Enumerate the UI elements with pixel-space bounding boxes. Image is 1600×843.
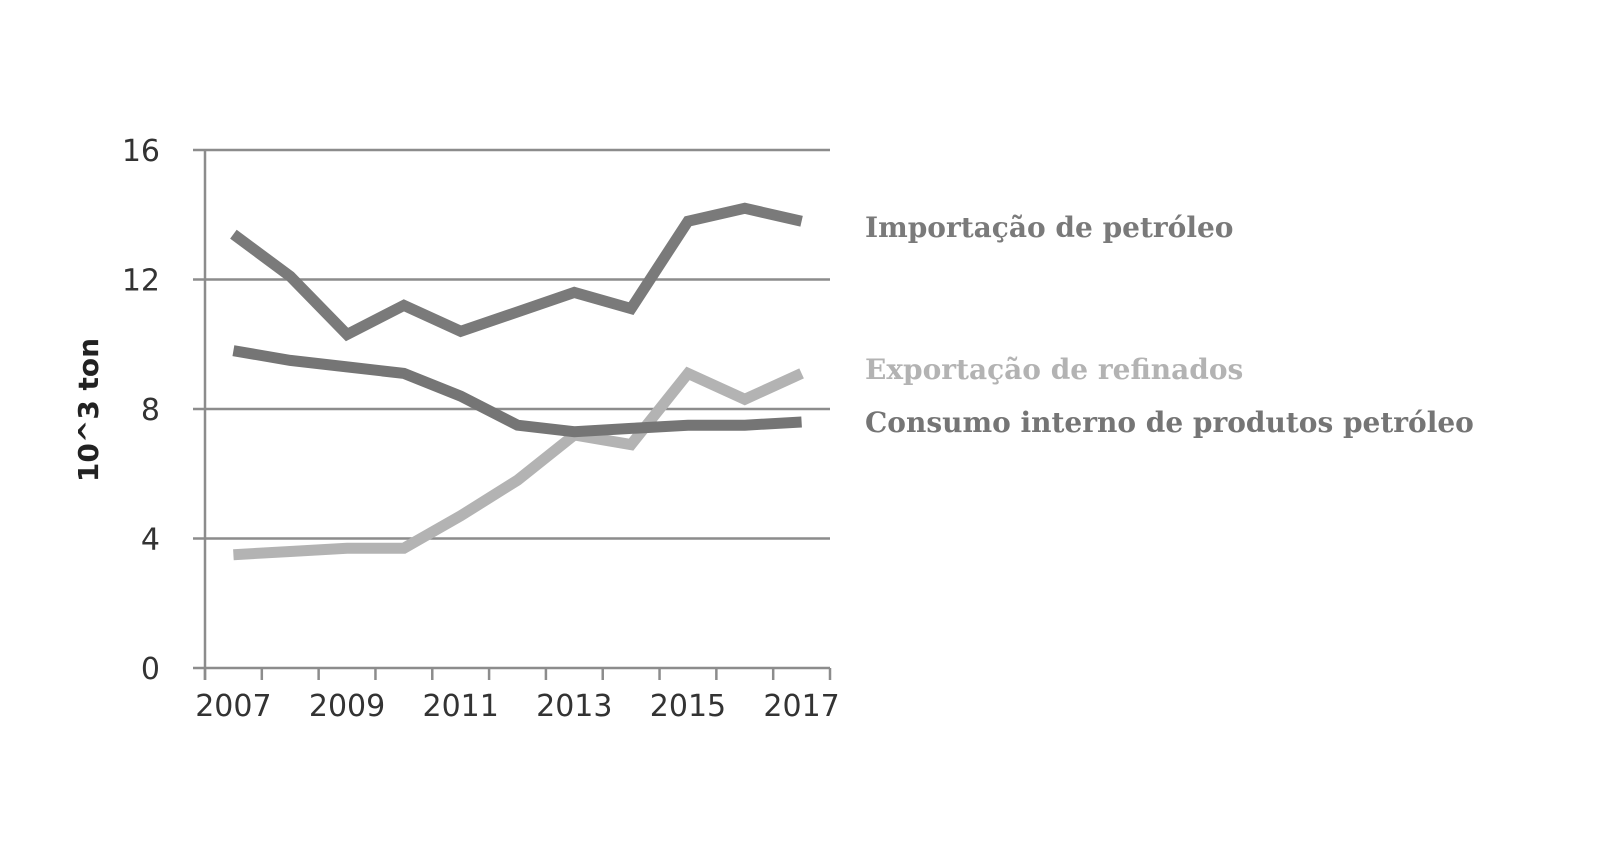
y-tick-label: 4: [141, 523, 160, 558]
y-tick-label: 0: [141, 652, 160, 687]
x-tick-label: 2015: [650, 689, 726, 724]
series-line-0: [230, 202, 803, 342]
x-tick-label: 2009: [309, 689, 385, 724]
grid-lines: [205, 148, 830, 540]
series-label-0: Importação de petróleo: [865, 211, 1233, 244]
y-tick-label: 8: [141, 393, 160, 428]
series-line-1: [233, 366, 804, 561]
series-label-2: Consumo interno de produtos petróleo: [865, 406, 1474, 439]
x-tick-label: 2011: [423, 689, 499, 724]
tick-labels: 0 4 8 12 16 2007 2009 2011 2013 2015 2017: [122, 134, 840, 724]
x-tick-label: 2017: [763, 689, 839, 724]
y-axis-title: 10^3 ton: [72, 338, 105, 482]
y-tick-label: 12: [122, 264, 160, 299]
axes: [193, 148, 832, 680]
series-line-2: [232, 345, 802, 438]
series-labels: Importação de petróleo Exportação de refi…: [865, 211, 1474, 439]
series-label-1: Exportação de refinados: [865, 353, 1243, 386]
y-tick-label: 16: [122, 134, 160, 169]
x-tick-label: 2007: [195, 689, 271, 724]
x-tick-label: 2013: [536, 689, 612, 724]
series-lines: [230, 202, 804, 561]
